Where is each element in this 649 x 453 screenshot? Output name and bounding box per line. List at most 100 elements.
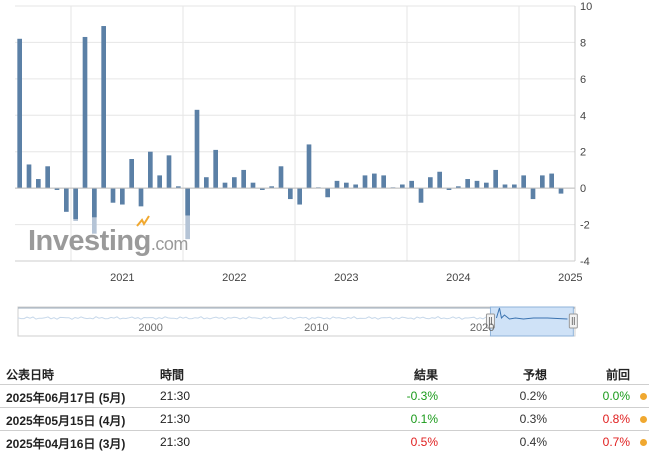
- bar: [73, 188, 78, 220]
- row-previous: 0.7%: [602, 435, 630, 449]
- navigator-label: 2020: [470, 322, 494, 334]
- bar: [176, 186, 181, 189]
- bar: [241, 169, 246, 189]
- bar: [269, 186, 274, 189]
- y-tick-label: 8: [580, 37, 586, 49]
- bar: [157, 175, 162, 189]
- x-tick-label: 2024: [446, 272, 470, 284]
- bar: [92, 188, 97, 218]
- bar: [110, 188, 116, 203]
- bar: [64, 188, 69, 212]
- row-forecast: 0.4%: [519, 435, 547, 449]
- bar: [45, 166, 50, 189]
- bar: [54, 188, 60, 190]
- row-previous: 0.8%: [602, 412, 630, 426]
- bar: [484, 182, 489, 189]
- bar: [232, 177, 237, 189]
- bar: [512, 184, 517, 189]
- header-actual[interactable]: 結果: [413, 368, 438, 382]
- navigator-right-handle[interactable]: [568, 313, 578, 329]
- bar: [250, 182, 256, 189]
- bar: [558, 188, 564, 194]
- header-divider: [0, 384, 649, 385]
- bar: [138, 188, 144, 207]
- bar: [17, 38, 22, 189]
- row-divider: [0, 430, 649, 431]
- bar: [194, 109, 200, 189]
- row-time: 21:30: [160, 389, 191, 403]
- x-tick-label: 2021: [110, 272, 134, 284]
- row-date: 2025年05月15日 (4月): [6, 414, 126, 428]
- bar: [120, 188, 125, 205]
- navigator-left-handle[interactable]: [485, 313, 495, 329]
- y-tick-label: -4: [580, 256, 590, 268]
- bar: [456, 186, 461, 189]
- row-forecast: 0.2%: [519, 389, 547, 403]
- watermark-swoosh-icon: [136, 215, 150, 227]
- bar: [381, 175, 386, 189]
- bar: [418, 188, 424, 203]
- bar: [222, 182, 228, 189]
- bar: [428, 177, 433, 189]
- bar: [400, 184, 405, 189]
- bar: [204, 177, 209, 189]
- bar: [148, 151, 153, 189]
- navigator-label: 2010: [304, 322, 328, 334]
- x-tick-label: 2025: [558, 272, 582, 284]
- bar: [446, 188, 452, 190]
- row-previous: 0.0%: [602, 389, 630, 403]
- importance-dot-icon: [640, 393, 647, 400]
- bar: [166, 155, 172, 189]
- y-tick-label: 10: [580, 1, 592, 13]
- bar: [362, 175, 368, 189]
- navigator-window[interactable]: [489, 306, 574, 337]
- row-time: 21:30: [160, 435, 191, 449]
- range-navigator[interactable]: 2000 2010 2020: [0, 300, 649, 340]
- row-date: 2025年06月17日 (5月): [6, 391, 126, 405]
- bar: [213, 149, 218, 189]
- bar: [465, 179, 470, 189]
- bar: [36, 179, 41, 189]
- bar: [493, 169, 498, 189]
- bar: [306, 144, 312, 189]
- navigator-track[interactable]: [17, 306, 576, 337]
- bar: [260, 188, 265, 190]
- bar: [278, 166, 284, 189]
- header-time[interactable]: 時間: [160, 368, 185, 382]
- bar-chart: Investing.com -4 -2 0 2 4 6 8 10 2021 2022 2023 2024…: [15, 1, 592, 284]
- bar: [521, 175, 526, 189]
- table-header: 公表日時 時間 結果 予想 前回: [0, 362, 649, 384]
- row-actual: 0.1%: [410, 412, 438, 426]
- bar: [474, 180, 480, 189]
- bar: [437, 171, 442, 189]
- bar: [409, 180, 414, 189]
- row-date: 2025年04月16日 (3月): [6, 437, 126, 451]
- row-actual: 0.5%: [410, 435, 438, 449]
- bar: [101, 26, 106, 189]
- header-previous[interactable]: 前回: [605, 368, 630, 382]
- bar: [82, 36, 88, 189]
- y-tick-label: 0: [580, 183, 586, 195]
- row-forecast: 0.3%: [519, 412, 547, 426]
- bar: [334, 180, 340, 189]
- row-time: 21:30: [160, 412, 191, 426]
- bar: [530, 188, 536, 200]
- bar: [288, 188, 293, 200]
- bar: [344, 182, 349, 189]
- bar: [540, 175, 545, 189]
- table-row: 2025年04月16日 (3月) 21:30 0.5% 0.4% 0.7%: [0, 431, 649, 453]
- watermark-logo: Investing.com: [28, 225, 188, 257]
- header-date[interactable]: 公表日時: [6, 368, 55, 382]
- importance-dot-icon: [640, 416, 647, 423]
- row-actual: -0.3%: [406, 389, 438, 403]
- bar: [26, 164, 32, 189]
- bar: [502, 184, 508, 189]
- navigator-window-line: [495, 307, 568, 320]
- bar: [372, 173, 377, 189]
- bar: [549, 173, 554, 189]
- importance-dot-icon: [640, 439, 647, 446]
- y-tick-label: 4: [580, 110, 586, 122]
- x-tick-label: 2022: [222, 272, 246, 284]
- header-forecast[interactable]: 予想: [522, 368, 547, 382]
- row-divider: [0, 407, 649, 408]
